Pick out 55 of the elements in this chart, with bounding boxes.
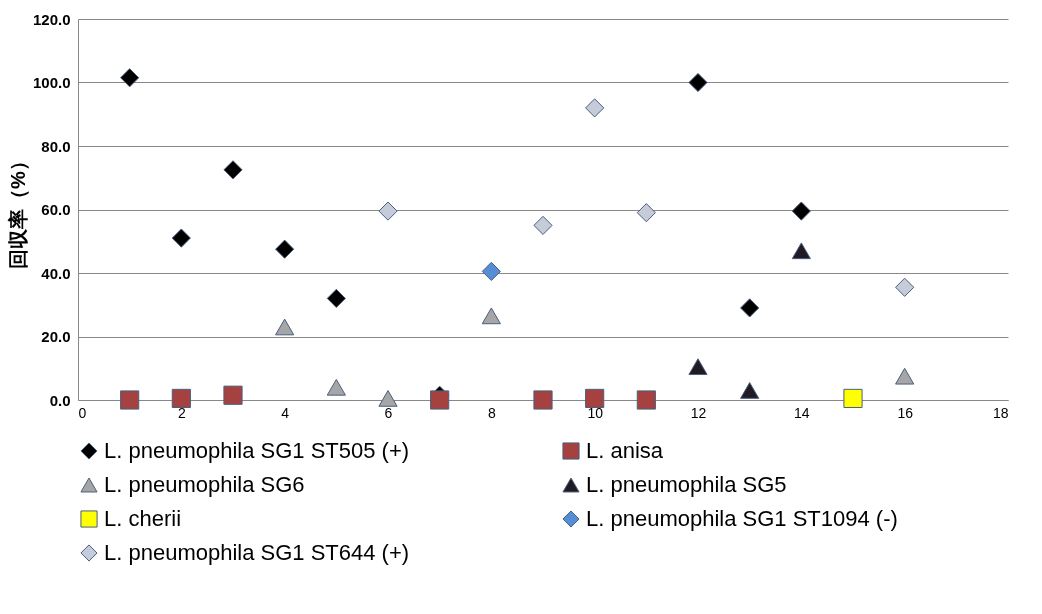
- point: [895, 367, 915, 385]
- x-tick-label: 12: [690, 404, 707, 421]
- point: [378, 201, 398, 221]
- point: [791, 201, 811, 221]
- point: [843, 388, 863, 408]
- legend-label: L. pneumophila SG6: [104, 472, 305, 497]
- point: [275, 318, 295, 336]
- point: [223, 385, 243, 405]
- legend-label: L. cherii: [104, 506, 182, 531]
- x-tick-label: 4: [281, 404, 290, 421]
- point: [791, 242, 811, 260]
- legend-label: L. pneumophila SG1 ST1094 (-): [586, 506, 898, 531]
- legend-label: L. anisa: [586, 438, 664, 463]
- y-tick-label: 80.0: [41, 137, 71, 155]
- x-tick-label: 6: [384, 404, 393, 421]
- y-tick-label: 0.0: [49, 391, 71, 409]
- x-tick-label: 10: [587, 404, 604, 421]
- point: [533, 390, 553, 410]
- point: [326, 288, 346, 308]
- point: [120, 68, 140, 88]
- y-tick-label: 60.0: [41, 201, 71, 218]
- y-tick-label: 100.0: [32, 74, 71, 91]
- point: [688, 72, 708, 93]
- point: [895, 277, 915, 297]
- point: [378, 390, 398, 407]
- point: [740, 298, 760, 318]
- point: [585, 388, 605, 408]
- point: [223, 160, 243, 180]
- point: [481, 261, 501, 281]
- legend-label: L. pneumophila SG1 ST644 (+): [104, 540, 410, 565]
- point: [171, 388, 191, 408]
- x-tick-label: 2: [177, 404, 186, 421]
- y-tick-label: 20.0: [41, 328, 71, 345]
- x-tick-label: 8: [487, 404, 496, 421]
- y-tick-label: 120.0: [32, 10, 71, 28]
- legend-label: L. pneumophila SG5: [586, 472, 787, 497]
- point: [481, 307, 501, 325]
- point: [636, 390, 656, 410]
- point: [585, 98, 605, 118]
- point: [171, 228, 191, 248]
- point: [120, 390, 140, 410]
- point: [430, 390, 450, 410]
- y-axis-title: 回収率（%）: [6, 151, 29, 269]
- x-tick-label: 0: [78, 404, 87, 421]
- point: [326, 378, 346, 396]
- point: [740, 382, 760, 399]
- point: [688, 358, 708, 376]
- point: [636, 203, 656, 223]
- x-tick-label: 18: [992, 404, 1009, 421]
- point: [275, 239, 295, 259]
- y-tick-label: 40.0: [41, 264, 71, 282]
- x-tick-label: 16: [897, 404, 914, 421]
- x-tick-label: 14: [794, 404, 810, 421]
- legend-label: L. pneumophila SG1 ST505 (+): [104, 438, 410, 463]
- point: [533, 215, 553, 235]
